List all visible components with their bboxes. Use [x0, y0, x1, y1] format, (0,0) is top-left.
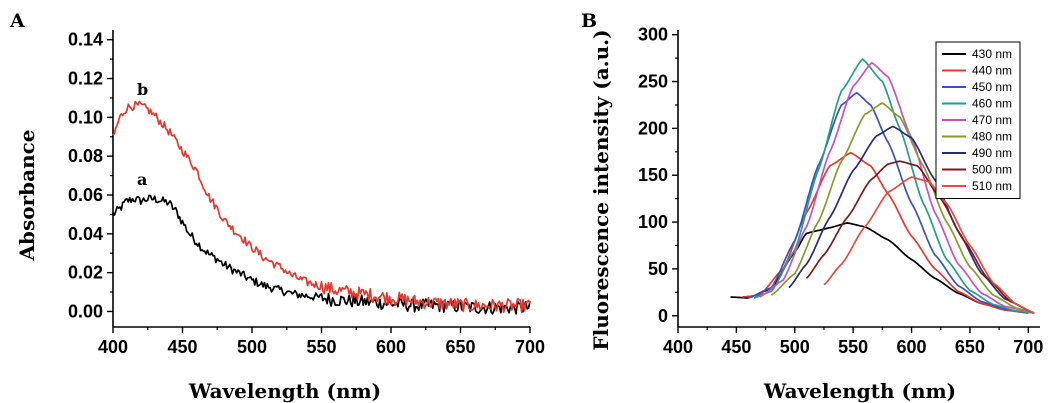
panel-a-tick-labels: 400 450 500 550 600 650 700 0.00 0.02 0.04 0.06 0.0… — [68, 30, 545, 357]
panel-b-x-axis-title: Wavelength (nm) — [763, 379, 956, 403]
panel-b-y-tick-label: 50 — [648, 259, 668, 279]
panel-a-letter: A — [9, 10, 25, 32]
panel-a-x-tick-label: 650 — [445, 337, 475, 357]
panel-a-y-tick-label: 0.02 — [68, 263, 103, 283]
curve-label-a: a — [137, 170, 147, 189]
panel-a-y-tick-label: 0.06 — [68, 185, 103, 205]
panel-b-x-tick-label: 500 — [780, 337, 810, 357]
panel-b-series-500-nm — [805, 160, 1035, 314]
panel-b-series-490-nm — [788, 125, 1035, 314]
panel-b-axes — [672, 30, 1040, 333]
panel-a-x-tick-label: 600 — [376, 337, 406, 357]
legend-label-450-nm: 450 nm — [972, 80, 1012, 94]
panel-a-curves — [112, 100, 531, 315]
legend-label-500-nm: 500 nm — [972, 163, 1012, 177]
panel-b-x-tick-label: 600 — [897, 337, 927, 357]
panel-b-y-tick-label: 200 — [638, 118, 668, 138]
panel-a: A 400 450 500 550 600 650 700 0.00 0.02 0.04 0.06 0… — [9, 10, 545, 403]
panel-a-y-tick-label: 0.00 — [68, 301, 103, 321]
panel-b-y-tick-label: 100 — [638, 212, 668, 232]
panel-b-x-tick-label: 700 — [1013, 337, 1043, 357]
legend-label-470-nm: 470 nm — [972, 113, 1012, 127]
panel-b-y-axis-title: Fluorescence intensity (a.u.) — [589, 29, 613, 350]
panel-b-x-tick-label: 650 — [955, 337, 985, 357]
panel-b-tick-labels: 400 450 500 550 600 650 700 0 50 100 150 200 250 300 — [638, 25, 1043, 357]
panel-b-x-tick-label: 400 — [663, 337, 693, 357]
panel-a-x-tick-label: 500 — [237, 337, 267, 357]
panel-b-y-tick-label: 250 — [638, 72, 668, 92]
panel-b-series-440-nm — [742, 151, 1029, 314]
curve-label-b: b — [137, 80, 148, 99]
panel-a-x-tick-label: 700 — [515, 337, 545, 357]
panel-a-x-tick-label: 550 — [306, 337, 336, 357]
panel-b-letter: B — [581, 10, 597, 32]
panel-b-x-tick-label: 550 — [838, 337, 868, 357]
panel-a-axes — [107, 30, 531, 333]
legend-label-460-nm: 460 nm — [972, 97, 1012, 111]
panel-a-y-tick-label: 0.10 — [68, 107, 103, 127]
panel-b-curves — [730, 58, 1035, 314]
panel-a-series-a — [112, 194, 531, 315]
panel-a-series-b — [112, 100, 531, 314]
panel-b-legend: 430 nm 440 nm 450 nm 460 nm 470 nm 480 nm 490 … — [935, 41, 1021, 199]
panel-b-series-480-nm — [770, 102, 1035, 314]
panel-b-series-450-nm — [747, 91, 1029, 314]
panel-a-x-tick-label: 400 — [98, 337, 128, 357]
legend-label-430-nm: 430 nm — [972, 47, 1012, 61]
panel-b-y-tick-label: 300 — [638, 25, 668, 45]
panel-a-y-tick-label: 0.04 — [68, 224, 103, 244]
legend-label-480-nm: 480 nm — [972, 130, 1012, 144]
panel-a-x-tick-label: 450 — [167, 337, 197, 357]
legend-label-510-nm: 510 nm — [972, 179, 1012, 193]
panel-b-series-470-nm — [759, 61, 1035, 314]
panel-a-y-tick-label: 0.08 — [68, 146, 103, 166]
panel-b-y-tick-label: 150 — [638, 165, 668, 185]
legend-label-490-nm: 490 nm — [972, 146, 1012, 160]
panel-b-y-tick-label: 0 — [658, 306, 668, 326]
panel-b: B 400 450 500 550 600 650 700 0 50 100 150 200 250 30… — [581, 10, 1043, 403]
panel-a-x-axis-title: Wavelength (nm) — [188, 379, 381, 403]
legend-label-440-nm: 440 nm — [972, 64, 1012, 78]
panel-a-y-tick-label: 0.12 — [68, 69, 103, 89]
panel-a-y-tick-label: 0.14 — [68, 30, 103, 50]
panel-b-series-510-nm — [823, 176, 1035, 314]
panel-a-y-axis-title: Absorbance — [15, 129, 39, 261]
panel-b-x-tick-label: 450 — [721, 337, 751, 357]
